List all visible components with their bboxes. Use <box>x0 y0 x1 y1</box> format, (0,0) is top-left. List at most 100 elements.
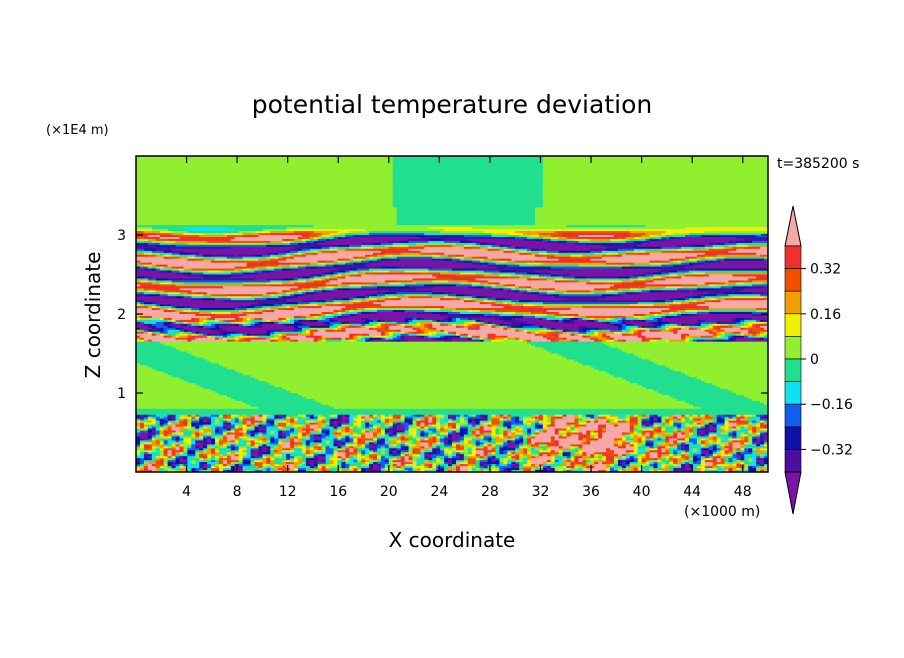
field-cell <box>633 262 651 266</box>
field-cell <box>432 290 508 293</box>
field-cell <box>301 329 307 333</box>
field-cell <box>503 337 508 341</box>
field-cell <box>740 333 745 337</box>
field-cell <box>341 300 350 303</box>
field-cell <box>633 290 643 293</box>
field-cell <box>286 250 291 254</box>
field-cell <box>286 252 291 256</box>
field-cell <box>491 325 497 329</box>
field-cell <box>258 321 263 325</box>
field-cell <box>278 335 283 339</box>
field-cell <box>282 434 287 438</box>
field-cell <box>297 250 303 254</box>
field-cell <box>704 296 714 299</box>
field-cell <box>752 440 757 443</box>
field-cell <box>598 414 611 418</box>
field-cell <box>242 274 311 278</box>
field-cell <box>661 436 666 440</box>
field-cell <box>728 428 734 432</box>
field-cell <box>151 229 169 232</box>
field-cell <box>147 428 153 432</box>
field-cell <box>282 296 291 299</box>
field-cell <box>199 312 212 315</box>
field-cell <box>254 231 271 234</box>
field-cell <box>175 284 244 287</box>
field-cell <box>452 434 461 438</box>
field-cell <box>708 270 768 274</box>
field-cell <box>365 418 370 422</box>
field-cell <box>278 339 291 343</box>
field-cell <box>696 442 702 445</box>
field-cell <box>337 274 342 278</box>
field-cell <box>400 240 410 244</box>
field-cell <box>305 278 311 282</box>
field-cell <box>416 430 421 434</box>
field-cell <box>712 333 718 337</box>
field-cell <box>534 430 540 434</box>
field-cell <box>661 430 666 434</box>
field-cell <box>689 375 768 378</box>
field-cell <box>610 420 615 424</box>
field-cell <box>448 414 457 418</box>
field-cell <box>238 339 248 343</box>
field-cell <box>752 329 768 333</box>
field-cell <box>704 444 710 447</box>
field-cell <box>700 335 714 339</box>
field-cell <box>179 333 188 337</box>
field-cell <box>313 276 319 280</box>
field-cell <box>297 393 662 396</box>
field-cell <box>487 444 493 447</box>
field-cell <box>147 365 224 368</box>
field-cell <box>290 242 299 246</box>
field-cell <box>724 414 730 418</box>
field-cell <box>594 337 599 341</box>
field-cell <box>246 448 252 451</box>
field-cell <box>724 424 730 428</box>
field-cell <box>416 420 429 424</box>
field-cell <box>760 325 768 329</box>
field-cell <box>459 414 465 418</box>
field-cell <box>558 335 583 339</box>
field-cell <box>641 276 651 280</box>
field-cell <box>266 329 283 333</box>
field-cell <box>321 428 331 432</box>
field-cell <box>337 414 342 418</box>
field-cell <box>357 260 362 264</box>
field-cell <box>625 252 639 256</box>
field-cell <box>266 242 283 246</box>
field-cell <box>542 173 768 177</box>
field-cell <box>238 422 244 426</box>
field-cell <box>440 436 445 440</box>
field-cell <box>479 321 485 325</box>
field-cell <box>404 323 418 327</box>
field-cell <box>574 426 579 430</box>
field-cell <box>254 321 260 325</box>
field-cell <box>452 448 457 451</box>
field-cell <box>673 430 678 434</box>
field-cell <box>274 266 283 270</box>
field-cell <box>282 448 287 451</box>
field-cell <box>606 416 619 420</box>
field-cell <box>677 323 682 327</box>
field-cell <box>661 393 737 396</box>
field-cell <box>704 244 714 248</box>
field-cell <box>479 339 485 343</box>
field-cell <box>455 333 461 337</box>
field-cell <box>195 323 200 327</box>
field-cell <box>515 438 520 442</box>
field-cell <box>183 272 192 276</box>
field-cell <box>653 418 658 422</box>
field-cell <box>187 337 196 341</box>
field-cell <box>681 335 686 339</box>
field-cell <box>341 428 346 432</box>
field-cell <box>143 276 153 280</box>
field-cell <box>712 296 722 299</box>
field-cell <box>139 306 149 309</box>
field-cell <box>143 236 161 240</box>
field-cell <box>183 266 236 270</box>
field-cell <box>732 323 741 327</box>
field-cell <box>373 327 386 331</box>
field-cell <box>199 448 204 451</box>
field-cell <box>151 333 157 337</box>
